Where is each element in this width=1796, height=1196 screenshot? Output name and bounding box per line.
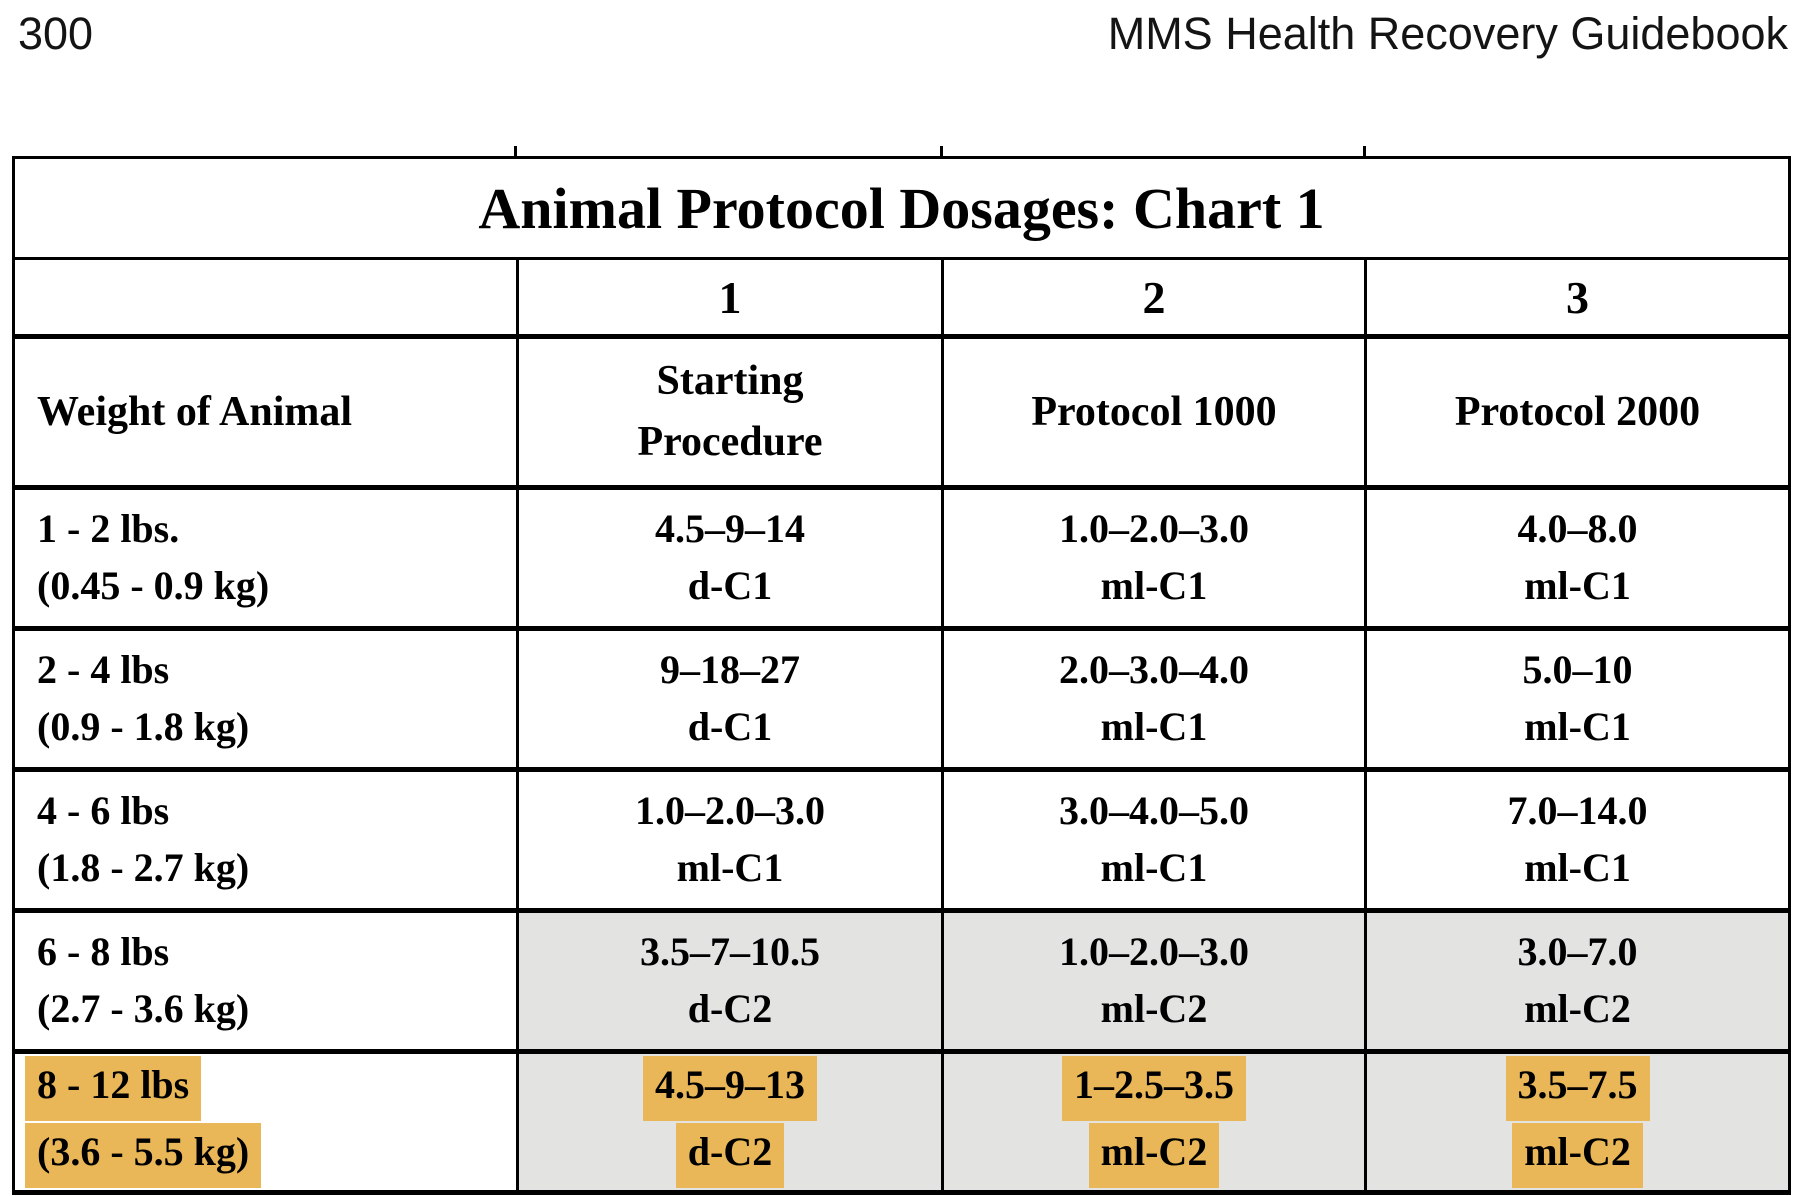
header-label: Protocol 1000 xyxy=(1031,388,1277,435)
protocol-2000-cell: 4.0–8.0 ml-C1 xyxy=(1363,486,1792,631)
weight-cell: 6 - 8 lbs (2.7 - 3.6 kg) xyxy=(12,909,519,1054)
page-header: 300 MMS Health Recovery Guidebook xyxy=(0,4,1796,68)
protocol-2000-cell: 5.0–10 ml-C1 xyxy=(1363,627,1792,772)
dose-value: 1.0–2.0–3.0 xyxy=(635,788,825,834)
dose-unit: ml-C1 xyxy=(676,845,784,890)
table-title: Animal Protocol Dosages: Chart 1 xyxy=(11,156,1792,260)
protocol-1000-cell: 2.0–3.0–4.0 ml-C1 xyxy=(941,627,1367,772)
header-starting-procedure: Starting Procedure xyxy=(516,335,944,490)
dose-unit: ml-C1 xyxy=(1524,845,1631,890)
dose-value: 4.5–9–13 xyxy=(643,1056,817,1121)
dose-value: 9–18–27 xyxy=(660,647,800,693)
weight-kg: (1.8 - 2.7 kg) xyxy=(37,845,250,890)
weight-kg: (0.45 - 0.9 kg) xyxy=(37,563,270,608)
page-number: 300 xyxy=(18,8,94,59)
weight-kg: (0.9 - 1.8 kg) xyxy=(37,704,250,749)
dose-value: 3.5–7.5 xyxy=(1505,1056,1650,1121)
protocol-1000-cell: 1.0–2.0–3.0 ml-C2 xyxy=(941,909,1367,1054)
dose-unit: d-C2 xyxy=(687,986,773,1031)
dose-unit: ml-C2 xyxy=(1512,1123,1643,1188)
dose-value: 3.0–7.0 xyxy=(1517,929,1638,975)
table-row-highlighted: 8 - 12 lbs (3.6 - 5.5 kg) 4.5–9–13 d-C2 … xyxy=(12,1050,1792,1195)
dose-unit: d-C2 xyxy=(675,1123,785,1188)
dose-unit: ml-C2 xyxy=(1088,1123,1220,1188)
header-protocol-2000: Protocol 2000 xyxy=(1363,335,1792,490)
dose-value: 2.0–3.0–4.0 xyxy=(1059,647,1249,693)
table-top-tick xyxy=(514,146,517,160)
table-row: 1 - 2 lbs. (0.45 - 0.9 kg) 4.5–9–14 d-C1… xyxy=(12,486,1792,631)
table-row: 4 - 6 lbs (1.8 - 2.7 kg) 1.0–2.0–3.0 ml-… xyxy=(12,768,1792,913)
starting-procedure-cell: 4.5–9–13 d-C2 xyxy=(516,1050,944,1195)
header-label: Starting Procedure xyxy=(637,358,823,465)
protocol-2000-cell: 3.5–7.5 ml-C2 xyxy=(1363,1050,1792,1195)
table-top-tick xyxy=(940,146,943,160)
weight-lbs: 4 - 6 lbs xyxy=(37,788,170,834)
starting-procedure-cell: 9–18–27 d-C1 xyxy=(516,627,944,772)
table-row: 2 - 4 lbs (0.9 - 1.8 kg) 9–18–27 d-C1 2.… xyxy=(12,627,1792,772)
dose-value: 1–2.5–3.5 xyxy=(1062,1056,1246,1121)
column-number-blank xyxy=(12,257,519,339)
table-row: 6 - 8 lbs (2.7 - 3.6 kg) 3.5–7–10.5 d-C2… xyxy=(12,909,1792,1054)
dose-unit: ml-C2 xyxy=(1524,986,1631,1031)
dose-value: 5.0–10 xyxy=(1522,647,1633,693)
starting-procedure-cell: 1.0–2.0–3.0 ml-C1 xyxy=(516,768,944,913)
header-protocol-1000: Protocol 1000 xyxy=(941,335,1367,490)
protocol-2000-cell: 7.0–14.0 ml-C1 xyxy=(1363,768,1792,913)
dose-unit: ml-C1 xyxy=(1524,563,1631,608)
dose-value: 3.5–7–10.5 xyxy=(640,929,820,975)
column-number-3: 3 xyxy=(1363,257,1792,339)
column-headers-row: Weight of Animal Starting Procedure Prot… xyxy=(12,335,1792,490)
dose-value: 1.0–2.0–3.0 xyxy=(1059,506,1249,552)
weight-cell: 8 - 12 lbs (3.6 - 5.5 kg) xyxy=(12,1050,519,1195)
dose-value: 4.0–8.0 xyxy=(1517,506,1638,552)
dose-unit: ml-C2 xyxy=(1100,986,1208,1031)
column-number-1: 1 xyxy=(516,257,944,339)
dose-unit: d-C1 xyxy=(687,563,773,608)
dose-unit: ml-C1 xyxy=(1100,563,1208,608)
table-title-row: Animal Protocol Dosages: Chart 1 xyxy=(11,156,1792,260)
protocol-2000-cell: 3.0–7.0 ml-C2 xyxy=(1363,909,1792,1054)
column-numbers-row: 1 2 3 xyxy=(12,257,1792,339)
dose-value: 7.0–14.0 xyxy=(1507,788,1648,834)
header-label: Protocol 2000 xyxy=(1454,388,1701,435)
dose-value: 3.0–4.0–5.0 xyxy=(1059,788,1249,834)
book-title: MMS Health Recovery Guidebook xyxy=(1107,8,1788,59)
protocol-1000-cell: 1.0–2.0–3.0 ml-C1 xyxy=(941,486,1367,631)
dose-value: 1.0–2.0–3.0 xyxy=(1059,929,1249,975)
weight-kg: (3.6 - 5.5 kg) xyxy=(25,1123,262,1188)
table-top-tick xyxy=(1363,146,1366,160)
column-number-2: 2 xyxy=(941,257,1367,339)
starting-procedure-cell: 4.5–9–14 d-C1 xyxy=(516,486,944,631)
dose-unit: ml-C1 xyxy=(1100,704,1208,749)
header-weight-of-animal: Weight of Animal xyxy=(12,335,519,490)
dose-value: 4.5–9–14 xyxy=(655,506,805,552)
weight-lbs: 8 - 12 lbs xyxy=(25,1056,202,1121)
animal-dosage-table: Animal Protocol Dosages: Chart 1 1 2 3 W… xyxy=(11,156,1792,1195)
header-label: Weight of Animal xyxy=(37,388,353,435)
weight-lbs: 6 - 8 lbs xyxy=(37,929,170,975)
weight-cell: 4 - 6 lbs (1.8 - 2.7 kg) xyxy=(12,768,519,913)
weight-lbs: 1 - 2 lbs. xyxy=(37,506,180,552)
weight-cell: 1 - 2 lbs. (0.45 - 0.9 kg) xyxy=(12,486,519,631)
weight-lbs: 2 - 4 lbs xyxy=(37,647,170,693)
protocol-1000-cell: 1–2.5–3.5 ml-C2 xyxy=(941,1050,1367,1195)
dose-unit: d-C1 xyxy=(687,704,773,749)
weight-kg: (2.7 - 3.6 kg) xyxy=(37,986,250,1031)
protocol-1000-cell: 3.0–4.0–5.0 ml-C1 xyxy=(941,768,1367,913)
dose-unit: ml-C1 xyxy=(1100,845,1208,890)
starting-procedure-cell: 3.5–7–10.5 d-C2 xyxy=(516,909,944,1054)
weight-cell: 2 - 4 lbs (0.9 - 1.8 kg) xyxy=(12,627,519,772)
dose-unit: ml-C1 xyxy=(1524,704,1631,749)
